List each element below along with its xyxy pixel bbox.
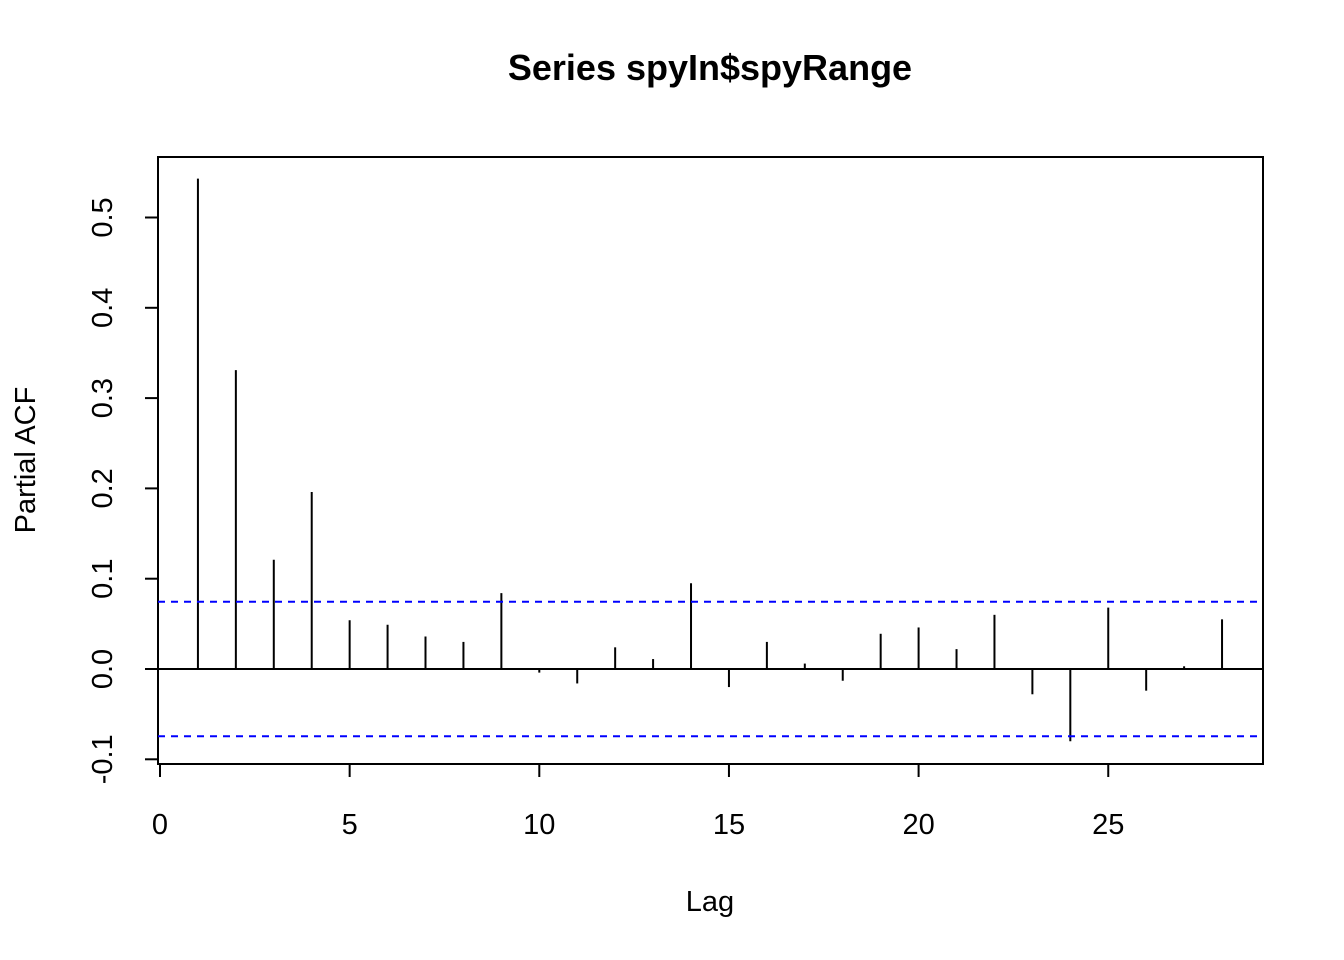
x-tick-label: 5 [342,809,358,841]
y-tick-label: 0.0 [87,649,119,689]
x-tick-label: 10 [523,809,555,841]
chart-title: Series spyIn$spyRange [508,47,912,88]
x-axis: 0 5 10 15 20 25 [152,763,1124,841]
y-tick-label: -0.1 [87,734,119,784]
confidence-bounds [158,600,1263,738]
y-tick-label: 0.5 [87,197,119,237]
y-axis-label: Partial ACF [10,387,42,534]
x-tick-label: 0 [152,809,168,841]
y-axis: -0.1 0.0 0.1 0.2 0.3 0.4 0.5 [87,197,158,784]
x-tick-label: 25 [1092,809,1124,841]
x-tick-label: 20 [902,809,934,841]
pacf-bars [158,178,1263,742]
y-tick-label: 0.1 [87,559,119,599]
y-tick-label: 0.3 [87,378,119,418]
x-axis-label: Lag [686,886,734,918]
plot-frame [157,156,1264,765]
x-tick-label: 15 [713,809,745,841]
y-tick-label: 0.2 [87,468,119,508]
y-tick-label: 0.4 [87,288,119,328]
